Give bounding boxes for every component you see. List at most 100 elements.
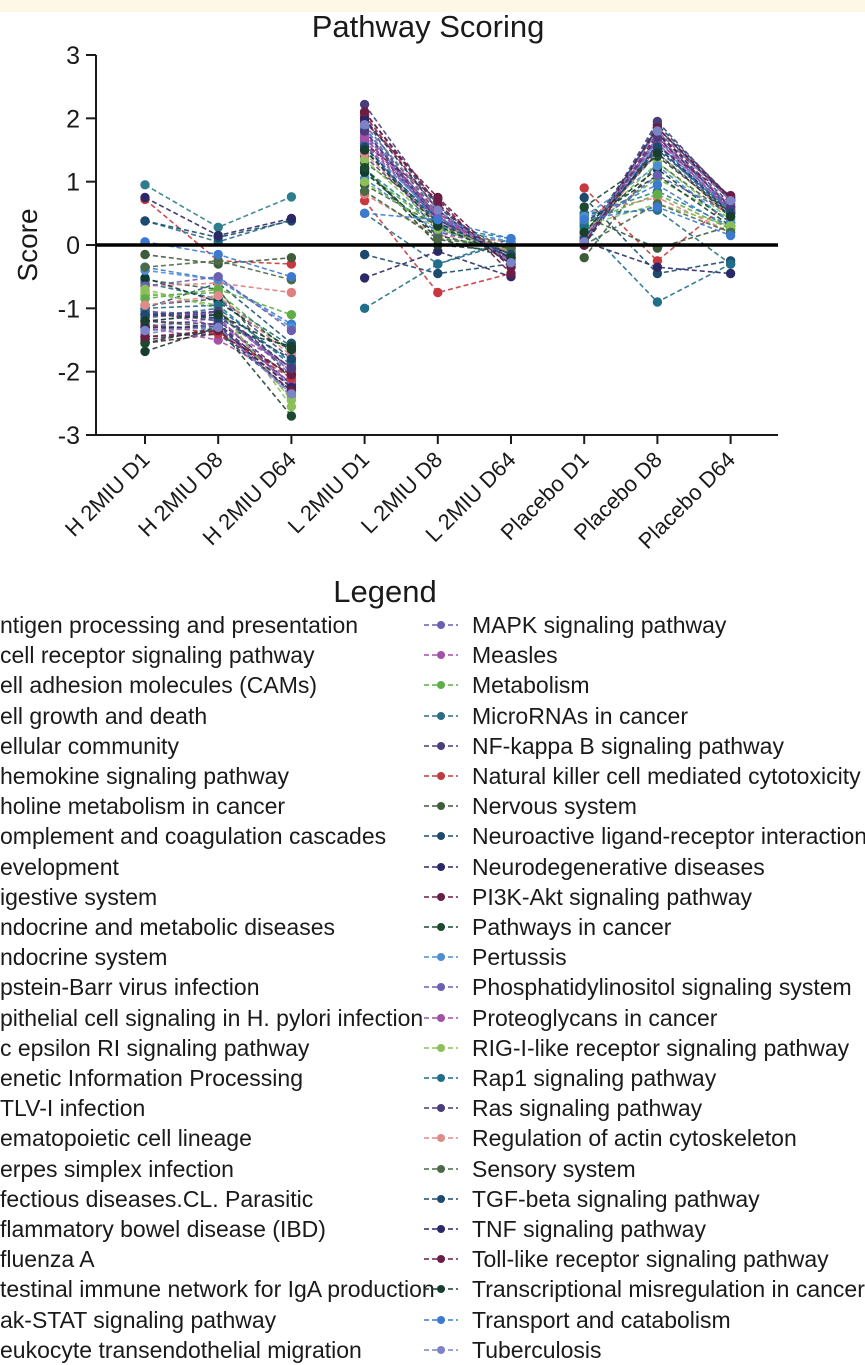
legend-marker [424,953,458,962]
data-point [652,161,663,171]
legend-item: Metabolism [0,670,865,700]
legend-label: enetic Information Processing [0,1065,303,1091]
series-line [583,215,731,250]
legend-marker [424,1164,458,1173]
data-point [359,186,370,196]
data-point [359,303,370,314]
legend-label: erpes simplex infection [0,1155,234,1182]
legend-label: TLV-I infection [0,1095,146,1122]
data-point [286,309,297,320]
data-point [140,346,150,357]
legend-label: hemokine signaling pathway [0,763,289,789]
legend-label: Metabolism [472,672,590,699]
legend-label: omplement and coagulation cascades [0,823,387,850]
legend-item: Neurodegenerative diseases [0,852,865,882]
y-tick-label: -3 [58,422,80,450]
legend-label: MAPK signaling pathway [472,612,727,638]
legend-label: ak-STAT signaling pathway [0,1306,277,1333]
legend-item: ellular community [0,731,865,761]
legend-item: ematopoietic cell lineage [0,1123,865,1153]
legend-label: Measles [472,642,558,669]
legend-label: ellular community [0,732,179,759]
data-point [140,216,150,226]
series-line [583,145,732,243]
data-point [213,249,223,260]
data-point [213,322,223,333]
legend-item: fluenza A [0,1244,865,1274]
data-point [433,205,443,215]
data-point [433,259,443,269]
series-line [144,326,292,353]
legend-label: fectious diseases.CL. Parasitic [0,1185,314,1212]
legend-item: TGF-beta signaling pathway [0,1184,865,1214]
legend-title: Legend [333,574,437,609]
legend-label: Neurodegenerative diseases [472,853,765,880]
legend-item: Transport and catabolism [0,1305,865,1335]
legend-item: pstein-Barr virus infection [0,972,865,1002]
data-point [359,273,370,283]
legend-item: MAPK signaling pathway [0,610,865,640]
data-point [140,316,150,326]
data-point [286,389,297,399]
data-point [725,211,736,222]
legend-item: testinal immune network for IgA producti… [0,1274,865,1304]
legend-label: PI3K-Akt signaling pathway [472,883,752,910]
data-point [725,268,736,279]
legend-marker [424,1043,458,1052]
series-line [364,237,512,309]
data-point [506,258,516,268]
data-point [286,192,297,202]
legend-label: Pertussis [472,944,567,971]
legend-item: ak-STAT signaling pathway [0,1305,865,1335]
legend-marker [424,1013,458,1022]
legend-label: holine metabolism in cancer [0,793,286,820]
series-line [583,145,732,240]
legend-item: evelopment [0,852,865,882]
data-point [359,249,370,260]
legend-item: Neuroactive ligand-receptor interaction [0,821,865,851]
legend-item: omplement and coagulation cascades [0,821,865,851]
legend-marker [424,832,458,841]
legend-marker [424,1315,458,1324]
data-point [140,325,150,336]
legend-marker [424,1225,458,1233]
data-point [359,176,370,187]
legend-item: NF-kappa B signaling pathway [0,731,865,761]
legend-label: Toll-like receptor signaling pathway [472,1246,829,1273]
legend-label: MicroRNAs in cancer [472,702,688,729]
legend-label: Pathways in cancer [472,914,672,940]
data-point [286,354,297,364]
legend-label: fluenza A [0,1246,95,1273]
y-axis-label: Score [12,208,43,281]
data-point [579,192,589,203]
data-point [652,189,663,200]
y-tick-label: 2 [66,105,80,133]
legend-marker [424,1345,458,1354]
legend-item: TLV-I infection [0,1093,865,1123]
data-point [359,119,370,130]
legend-item: Measles [0,640,865,670]
data-point [359,163,370,173]
data-point [725,230,736,241]
data-point [140,262,150,272]
y-tick-label: -2 [58,359,80,387]
legend-marker [424,681,458,690]
legend-marker [424,862,458,871]
series-line [583,126,732,243]
data-point [652,170,663,181]
series-line [144,282,292,344]
legend-marker [424,892,458,901]
legend-marker [424,1194,458,1203]
legend-label: RIG-I-like receptor signaling pathway [472,1034,850,1061]
legend-marker [424,802,458,811]
legend-label: ell adhesion molecules (CAMs) [0,672,318,699]
data-point [286,271,297,282]
legend-label: Rap1 signaling pathway [472,1065,717,1091]
legend-item: Sensory system [0,1154,865,1184]
legend-item: eukocyte transendothelial migration [0,1335,865,1365]
data-point [359,107,370,117]
legend-label: ematopoietic cell lineage [0,1125,252,1152]
data-point [506,233,516,244]
legend-label: Neuroactive ligand-receptor interaction [472,823,865,850]
